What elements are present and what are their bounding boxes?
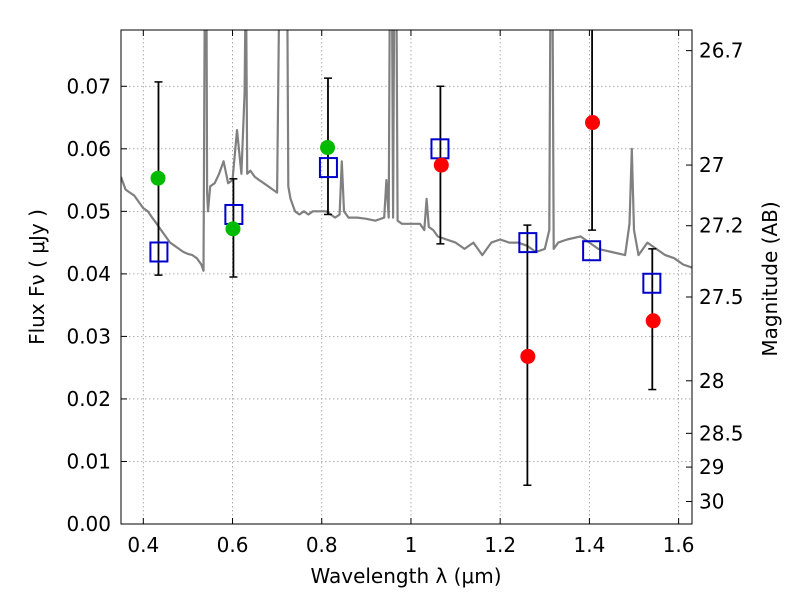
y-tick-label: 0.06 xyxy=(66,137,111,161)
right-tick-label: 29 xyxy=(699,455,724,479)
tick-layer: 0.4 0.6 0.8 1 1.2 1.4 1.6 0.00 0.01 0.02 0.03 0.04 0… xyxy=(66,30,744,557)
red-data-point xyxy=(520,348,536,364)
x-tick-label: 1.4 xyxy=(573,533,605,557)
model-box-marker xyxy=(582,240,602,262)
x-tick-label: 1.6 xyxy=(663,533,695,557)
x-tick-label: 0.6 xyxy=(217,533,249,557)
plot-frame xyxy=(120,29,693,525)
template-spectrum-line xyxy=(121,30,692,272)
right-tick-label: 27.5 xyxy=(699,285,744,309)
red-data-point xyxy=(433,157,449,173)
y-tick-label: 0.03 xyxy=(66,324,111,348)
model-box-layer xyxy=(149,138,662,294)
y-tick-label: 0.00 xyxy=(66,512,111,536)
right-axis-label: Magnitude (AB) xyxy=(758,201,782,356)
right-tick-label: 28.5 xyxy=(699,421,744,445)
x-tick-label: 0.8 xyxy=(306,533,338,557)
y-tick-label: 0.07 xyxy=(66,74,111,98)
right-tick-label: 26.7 xyxy=(699,39,744,63)
x-tick-label: 0.4 xyxy=(127,533,159,557)
y-tick-label: 0.04 xyxy=(66,262,111,286)
errorbar-layer xyxy=(154,30,657,486)
x-tick-label: 1 xyxy=(405,533,418,557)
red-data-point xyxy=(585,115,601,131)
right-tick-label: 28 xyxy=(699,369,724,393)
green-data-point xyxy=(150,170,166,186)
green-data-point xyxy=(320,140,336,156)
x-axis-label: Wavelength λ (μm) xyxy=(310,564,501,588)
right-tick-label: 27.2 xyxy=(699,214,744,238)
template-spectrum-layer xyxy=(121,30,692,272)
y-axis-label: Flux Fν ( μJy ) xyxy=(25,209,49,345)
photometry-point-layer xyxy=(150,115,661,364)
model-box-marker xyxy=(149,241,169,263)
right-tick-label: 30 xyxy=(699,489,724,513)
y-tick-label: 0.01 xyxy=(66,449,111,473)
y-tick-label: 0.02 xyxy=(66,387,111,411)
right-tick-label: 27 xyxy=(699,153,724,177)
red-data-point xyxy=(645,313,661,329)
green-data-point xyxy=(225,221,241,237)
x-tick-label: 1.2 xyxy=(484,533,516,557)
y-tick-label: 0.05 xyxy=(66,199,111,223)
model-box-marker xyxy=(318,157,338,179)
model-box-marker xyxy=(642,272,662,294)
model-box-marker xyxy=(518,232,538,254)
